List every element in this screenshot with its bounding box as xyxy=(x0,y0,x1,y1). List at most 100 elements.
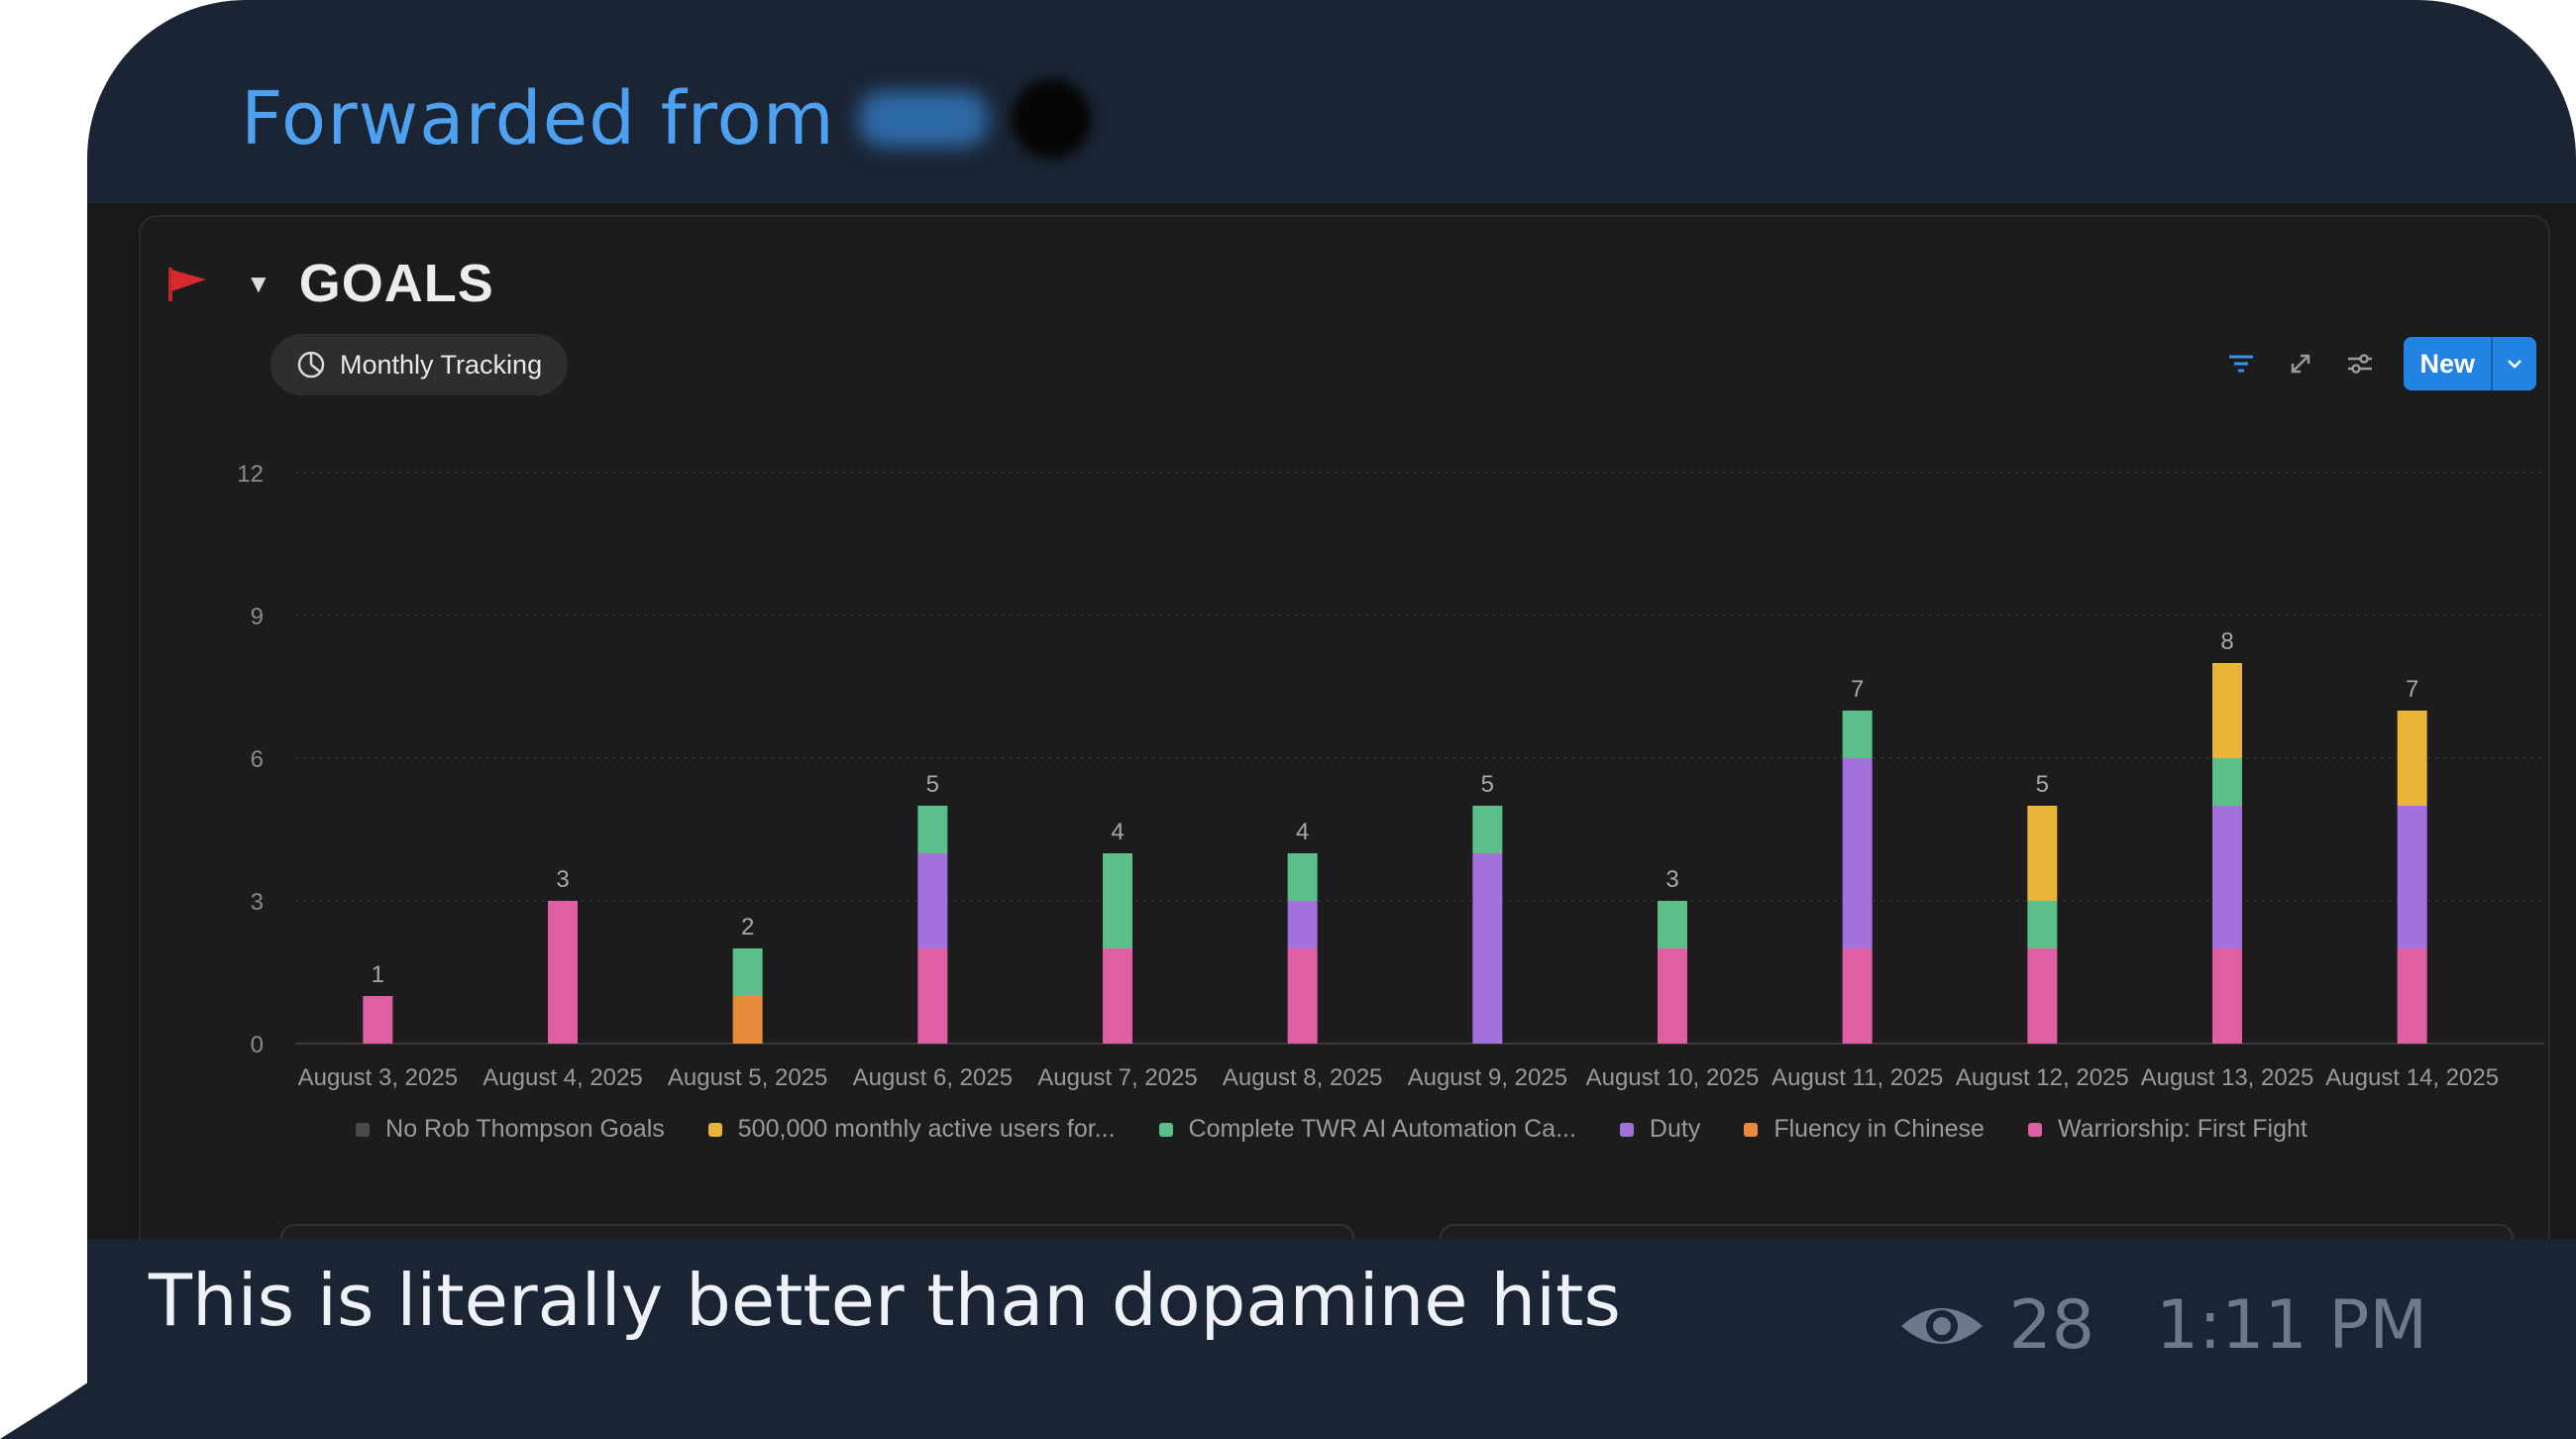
legend-swatch xyxy=(2027,1122,2042,1137)
bar-segment xyxy=(548,901,578,1044)
attached-screenshot[interactable]: ▼ GOALS Monthly Tracking xyxy=(87,203,2576,1239)
bar-segment xyxy=(2212,663,2242,758)
bar-total-label: 4 xyxy=(1296,819,1309,845)
bar-segment xyxy=(1287,901,1318,948)
x-tick-label: August 13, 2025 xyxy=(2141,1064,2314,1091)
x-tick-label: August 4, 2025 xyxy=(483,1064,642,1091)
legend-swatch xyxy=(1158,1122,1173,1137)
view-tab-monthly-tracking[interactable]: Monthly Tracking xyxy=(270,334,569,395)
bar-segment xyxy=(2397,711,2427,806)
database-title: GOALS xyxy=(298,254,494,313)
bar-total-label: 7 xyxy=(1851,676,1864,703)
legend-swatch xyxy=(707,1122,722,1137)
y-tick-label: 0 xyxy=(251,1032,264,1058)
bar-total-label: 1 xyxy=(372,961,384,988)
flag-icon xyxy=(168,268,206,301)
x-tick-label: August 14, 2025 xyxy=(2325,1064,2499,1091)
card-peek-left xyxy=(280,1224,1354,1239)
new-button-label: New xyxy=(2419,348,2475,379)
bar-total-label: 3 xyxy=(1665,866,1678,893)
bar-segment xyxy=(1472,853,1503,1044)
bar-segment xyxy=(917,853,948,948)
legend-label: 500,000 monthly active users for... xyxy=(737,1115,1116,1143)
view-count: 28 xyxy=(2008,1286,2094,1365)
bar-segment xyxy=(2212,948,2242,1044)
stacked-bar-chart: 0 3 6 9 12 1 August 3, 2025 3 August 4, 2025 2 Aug… xyxy=(237,461,2544,1091)
legend-item[interactable]: 500,000 monthly active users for... xyxy=(707,1115,1116,1144)
y-tick-label: 3 xyxy=(251,889,264,916)
chart-legend: No Rob Thompson Goals 500,000 monthly act… xyxy=(87,1115,2576,1144)
legend-item[interactable]: No Rob Thompson Goals xyxy=(356,1115,665,1144)
forward-header[interactable]: Forwarded from xyxy=(241,59,1091,178)
bar-total-label: 4 xyxy=(1111,819,1124,845)
x-tick-label: August 12, 2025 xyxy=(1956,1064,2129,1091)
forwarded-from-label: Forwarded from xyxy=(241,76,835,162)
bar-segment xyxy=(917,806,948,853)
blurred-sender-name[interactable] xyxy=(858,91,988,147)
y-tick-label: 12 xyxy=(237,461,264,488)
legend-label: Fluency in Chinese xyxy=(1773,1115,1985,1143)
new-button[interactable]: New xyxy=(2404,337,2536,390)
bar-segment xyxy=(1842,711,1873,758)
x-tick-label: August 10, 2025 xyxy=(1586,1064,1760,1091)
bar-segment xyxy=(732,948,763,996)
database-header: ▼ GOALS xyxy=(166,253,494,314)
view-tab-label: Monthly Tracking xyxy=(340,349,543,380)
card-peek-right xyxy=(1440,1224,2514,1239)
blurred-sender-avatar[interactable] xyxy=(1011,79,1091,159)
bar-total-label: 5 xyxy=(926,771,939,798)
bar-segment xyxy=(2027,901,2058,948)
legend-item[interactable]: Fluency in Chinese xyxy=(1744,1115,1985,1144)
filter-icon[interactable] xyxy=(2225,348,2257,380)
legend-swatch xyxy=(1744,1122,1759,1137)
bar-segment xyxy=(2027,806,2058,901)
database-toolbar: New xyxy=(2225,337,2536,390)
legend-swatch xyxy=(1619,1122,1634,1137)
bar-segment xyxy=(732,996,763,1044)
bar-segment xyxy=(1287,853,1318,901)
x-tick-label: August 11, 2025 xyxy=(1771,1064,1943,1091)
message-meta: 28 1:11 PM xyxy=(1897,1286,2427,1365)
bar-segment xyxy=(2027,948,2058,1044)
bar-segment xyxy=(1103,853,1132,948)
settings-sliders-icon[interactable] xyxy=(2344,348,2376,380)
y-tick-label: 6 xyxy=(251,746,264,773)
x-tick-label: August 5, 2025 xyxy=(668,1064,827,1091)
bar-total-label: 7 xyxy=(2406,676,2418,703)
bar-segment xyxy=(363,996,393,1044)
chart-view-icon xyxy=(297,351,325,379)
message-caption: This is literally better than dopamine h… xyxy=(149,1259,1621,1342)
bar-total-label: 8 xyxy=(2220,628,2233,655)
expand-icon[interactable] xyxy=(2285,348,2316,380)
x-tick-label: August 9, 2025 xyxy=(1408,1064,1567,1091)
collapse-toggle-icon[interactable]: ▼ xyxy=(246,268,271,298)
bar-total-label: 5 xyxy=(2036,771,2049,798)
bar-segment xyxy=(1103,948,1132,1044)
legend-item[interactable]: Warriorship: First Fight xyxy=(2027,1115,2308,1144)
bar-total-label: 2 xyxy=(741,914,754,941)
bar-segment xyxy=(1472,806,1503,853)
bar-segment xyxy=(2397,806,2427,948)
eye-icon xyxy=(1901,1307,1984,1344)
bar-segment xyxy=(1842,758,1873,948)
legend-label: Complete TWR AI Automation Ca... xyxy=(1188,1115,1576,1143)
bar-segment xyxy=(2212,758,2242,806)
x-tick-label: August 3, 2025 xyxy=(298,1064,458,1091)
bar-total-label: 3 xyxy=(556,866,569,893)
legend-label: Duty xyxy=(1649,1115,1701,1143)
x-tick-label: August 8, 2025 xyxy=(1223,1064,1382,1091)
bar-segment xyxy=(1658,901,1687,948)
bar-segment xyxy=(1842,948,1873,1044)
legend-label: No Rob Thompson Goals xyxy=(385,1115,665,1143)
legend-label: Warriorship: First Fight xyxy=(2057,1115,2308,1143)
legend-swatch xyxy=(356,1122,371,1137)
x-tick-label: August 6, 2025 xyxy=(853,1064,1013,1091)
bar-segment xyxy=(1287,948,1318,1044)
legend-item[interactable]: Complete TWR AI Automation Ca... xyxy=(1158,1115,1576,1144)
new-dropdown-chevron-icon[interactable] xyxy=(2491,337,2536,390)
bar-segment xyxy=(2397,948,2427,1044)
legend-item[interactable]: Duty xyxy=(1619,1115,1701,1144)
bar-total-label: 5 xyxy=(1481,771,1494,798)
bar-segment xyxy=(917,948,948,1044)
message-bubble: Forwarded from ▼ GOALS Monthly Tracking xyxy=(87,0,2576,1439)
